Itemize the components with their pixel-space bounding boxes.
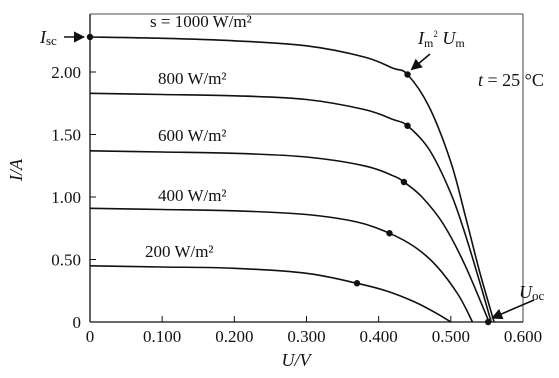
- uoc-point: [484, 318, 492, 326]
- curves: [86, 33, 495, 326]
- mpp-label: Im2 Um: [417, 28, 465, 50]
- isc-label: Isc: [39, 27, 57, 48]
- x-tick-label: 0.400: [360, 327, 398, 346]
- mpp-point: [386, 230, 393, 237]
- uoc-label: Uoc: [519, 282, 545, 303]
- curve-label: 600 W/m²: [158, 126, 227, 145]
- isc-point: [86, 33, 94, 41]
- x-tick-label: 0.200: [215, 327, 253, 346]
- x-tick-label: 0.300: [287, 327, 325, 346]
- x-tick-label: 0: [86, 327, 95, 346]
- mpp-point: [404, 122, 411, 129]
- mpp-point: [404, 71, 411, 78]
- iv-curve: [89, 265, 452, 323]
- y-tick-label: 1.00: [51, 188, 81, 207]
- x-axis-title: U/V: [282, 350, 313, 370]
- x-tick-label: 0.600: [504, 327, 542, 346]
- mpp-point: [353, 280, 361, 287]
- iv-curve: [89, 92, 492, 323]
- curve-label: 400 W/m²: [158, 186, 227, 205]
- x-tick-label: 0.500: [432, 327, 470, 346]
- iv-curve: [89, 150, 490, 323]
- x-tick-label: 0.100: [143, 327, 181, 346]
- y-axis-title: I/A: [6, 158, 26, 182]
- y-tick-label: 2.00: [51, 63, 81, 82]
- axes: 0 0.100 0.200 0.300 0.400 0.500 0.600 0 0.50 1.00…: [6, 13, 542, 370]
- curve-label: 800 W/m²: [158, 69, 227, 88]
- iv-curve: [89, 36, 495, 323]
- labels: s = 1000 W/m² 800 W/m² 600 W/m² 400 W/m² 200…: [39, 12, 545, 320]
- mpp-point: [400, 178, 408, 186]
- temperature-label: t = 25 °C: [478, 70, 544, 90]
- y-tick-label: 0: [73, 313, 82, 332]
- curve-label: s = 1000 W/m²: [150, 12, 252, 31]
- y-tick-label: 1.50: [51, 126, 81, 145]
- curve-label: 200 W/m²: [145, 242, 214, 261]
- iv-curve: [89, 207, 474, 323]
- mpp-arrow: [410, 53, 431, 71]
- y-tick-label: 0.50: [51, 251, 81, 270]
- uoc-arrow: [491, 299, 535, 320]
